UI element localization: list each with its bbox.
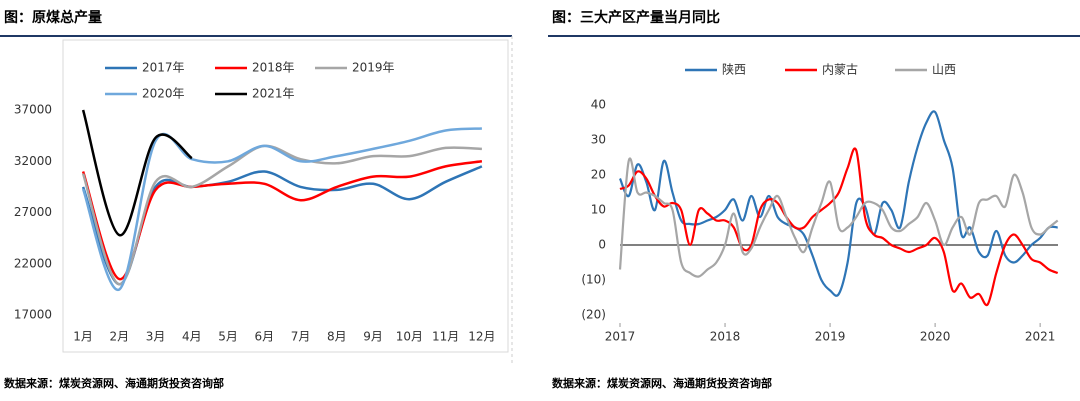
y-tick-label: (20) xyxy=(581,308,606,322)
y-tick-label: 10 xyxy=(591,203,606,217)
y-tick-label: 30 xyxy=(591,133,606,147)
legend-label: 2019年 xyxy=(352,61,395,75)
x-tick-label: 11月 xyxy=(432,330,459,344)
y-tick-label: 32000 xyxy=(14,154,52,168)
x-tick-label: 2017 xyxy=(605,330,636,344)
legend-label: 2021年 xyxy=(252,87,295,101)
legend-label: 2018年 xyxy=(252,61,295,75)
x-tick-label: 9月 xyxy=(363,330,383,344)
x-tick-label: 8月 xyxy=(327,330,347,344)
y-tick-label: 0 xyxy=(598,238,606,252)
source-note: 数据来源：煤炭资源网、海通期货投资咨询部 xyxy=(552,376,772,390)
x-tick-label: 2021 xyxy=(1025,330,1056,344)
legend-label: 陕西 xyxy=(722,62,746,77)
x-tick-label: 2018 xyxy=(710,330,741,344)
y-tick-label: 37000 xyxy=(14,103,52,117)
y-tick-label: 22000 xyxy=(14,256,52,270)
series-line xyxy=(619,147,1059,307)
legend-label: 2020年 xyxy=(142,87,185,101)
y-tick-label: 20 xyxy=(591,168,606,182)
legend-label: 山西 xyxy=(932,63,956,77)
y-tick-label: (10) xyxy=(581,273,606,287)
x-tick-label: 6月 xyxy=(255,330,275,344)
x-tick-label: 4月 xyxy=(182,330,202,344)
chart-title: 图：三大产区产量当月同比 xyxy=(552,9,720,26)
x-tick-label: 5月 xyxy=(218,330,238,344)
series-line xyxy=(618,110,1058,297)
plot-frame xyxy=(62,39,509,353)
y-tick-label: 17000 xyxy=(14,308,52,322)
series-line xyxy=(618,157,1059,278)
x-tick-label: 7月 xyxy=(291,330,311,344)
x-tick-label: 1月 xyxy=(73,330,93,344)
y-tick-label: 27000 xyxy=(14,205,52,219)
x-tick-label: 2020 xyxy=(920,330,951,344)
source-note: 数据来源：煤炭资源网、海通期货投资咨询部 xyxy=(4,376,224,390)
x-tick-label: 3月 xyxy=(146,330,166,344)
x-tick-label: 12月 xyxy=(468,330,495,344)
x-tick-label: 2月 xyxy=(110,330,130,344)
series-line xyxy=(81,144,482,286)
series-line xyxy=(81,127,482,291)
legend-label: 2017年 xyxy=(142,61,185,75)
x-tick-label: 2019 xyxy=(815,330,846,344)
x-tick-label: 10月 xyxy=(396,330,423,344)
y-tick-label: 40 xyxy=(591,98,606,112)
series-line xyxy=(81,109,193,237)
legend-label: 内蒙古 xyxy=(822,62,858,77)
chart-title: 图：原煤总产量 xyxy=(4,9,102,26)
